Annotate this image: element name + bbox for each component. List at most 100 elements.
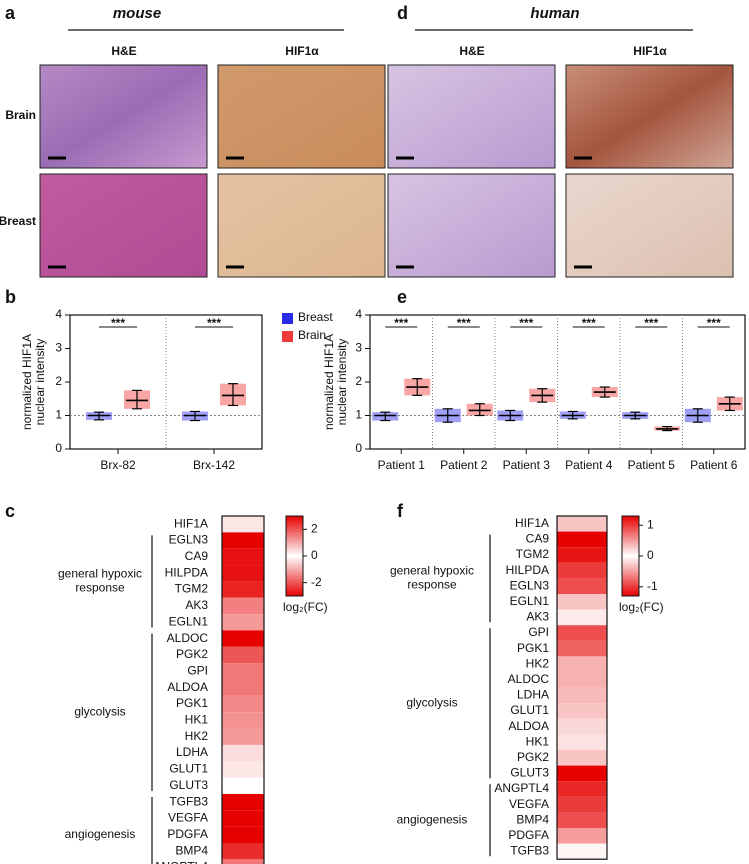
colorbar <box>285 515 304 597</box>
micrograph <box>387 64 556 169</box>
x-tick-label: Brx-82 <box>100 458 136 472</box>
row-label: HIF1A <box>174 516 208 530</box>
legend-label: Brain <box>298 328 326 342</box>
panel-letter: d <box>397 3 408 23</box>
heatmap-cell <box>557 703 607 719</box>
y-axis-label: normalized HIF1A nuclear intensity <box>322 334 349 430</box>
x-tick-label: Patient 3 <box>503 458 551 472</box>
row-label: HK2 <box>185 729 209 743</box>
heatmap-cell <box>557 625 607 641</box>
y-tick-label: 2 <box>355 374 362 388</box>
heatmap-cell <box>222 597 264 615</box>
heatmap-cell <box>557 750 607 766</box>
heatmap-cell <box>222 695 264 713</box>
heatmap-cell <box>557 656 607 672</box>
group-label: general hypoxic <box>58 567 142 581</box>
group-label: glycolysis <box>74 704 125 718</box>
heatmap-cell <box>557 672 607 688</box>
heatmap-cell <box>557 781 607 797</box>
row-label: CA9 <box>526 532 550 546</box>
heatmap-cell <box>557 718 607 735</box>
heatmap-cell <box>222 712 264 729</box>
heatmap-cell <box>557 765 607 782</box>
x-tick-label: Patient 2 <box>440 458 488 472</box>
heatmap-cell <box>222 761 264 778</box>
significance: *** <box>457 316 471 330</box>
group-label: general hypoxic <box>390 564 474 578</box>
heatmap-cell <box>222 565 264 582</box>
colorbar-tick-label: 0 <box>647 548 654 562</box>
x-tick-label: Patient 1 <box>378 458 426 472</box>
micrograph <box>565 173 734 278</box>
legend-swatch <box>282 313 293 324</box>
row-label: HK2 <box>526 656 550 670</box>
row-label: GPI <box>528 625 549 639</box>
panel-letter: b <box>5 287 16 307</box>
heatmap-cell <box>557 843 607 860</box>
row-label: ALDOC <box>167 631 209 645</box>
row-label: VEGFA <box>168 811 208 825</box>
significance: *** <box>519 316 533 330</box>
micrograph <box>565 64 734 169</box>
y-tick-label: 2 <box>55 374 62 388</box>
row-label: HILPDA <box>506 563 549 577</box>
x-tick-label: Patient 5 <box>628 458 676 472</box>
row-label: EGLN3 <box>510 578 550 592</box>
group-label: angiogenesis <box>65 827 136 841</box>
row-label: TGFB3 <box>510 844 549 858</box>
group-label: response <box>75 581 125 595</box>
colorbar-tick-label: 0 <box>311 548 318 562</box>
micrograph <box>39 173 208 278</box>
y-tick-label: 3 <box>355 341 362 355</box>
heatmap-cell <box>222 663 264 680</box>
micrograph <box>217 173 386 278</box>
row-label: PGK2 <box>517 750 549 764</box>
colorbar-tick-label: 1 <box>647 517 654 531</box>
heatmap-cell <box>222 826 264 843</box>
heatmap-cell <box>557 687 607 704</box>
y-tick-label: 4 <box>355 307 362 321</box>
heatmap-cell <box>557 594 607 610</box>
colorbar-label: log₂(FC) <box>619 600 664 614</box>
panel-letter: c <box>5 501 15 521</box>
row-label: PDGFA <box>167 827 208 841</box>
row-label: PGK1 <box>517 641 549 655</box>
row-label: ANGPTL4 <box>494 781 549 795</box>
panel-title: human <box>530 5 579 22</box>
heatmap-cell <box>557 640 607 657</box>
heatmap-cell <box>222 843 264 860</box>
row-label: TGFB3 <box>169 794 208 808</box>
row-label: Breast <box>0 214 36 228</box>
y-axis-label-line: normalized HIF1A <box>20 334 34 430</box>
heatmap-frame <box>556 515 608 860</box>
row-label: PDGFA <box>508 828 549 842</box>
x-tick-label: Brx-142 <box>193 458 235 472</box>
heatmap-cell <box>557 547 607 563</box>
heatmap-cell <box>222 548 264 566</box>
column-header: HIF1α <box>285 44 319 58</box>
heatmap-cell <box>222 728 264 745</box>
heatmap-cell <box>222 859 264 864</box>
heatmap-cell <box>557 828 607 844</box>
group-label: angiogenesis <box>397 812 468 826</box>
heatmap-cell <box>222 630 264 647</box>
micrograph <box>387 173 556 278</box>
row-label: EGLN1 <box>169 614 209 628</box>
colorbar-label: log₂(FC) <box>283 600 328 614</box>
row-label: LDHA <box>176 745 208 759</box>
heatmap-cell <box>557 516 607 532</box>
row-label: ALDOA <box>508 719 549 733</box>
heatmap-cell <box>557 578 607 594</box>
heatmap-cell <box>222 793 264 811</box>
group-label: glycolysis <box>406 695 457 709</box>
row-label: TGM2 <box>175 582 209 596</box>
row-label: EGLN1 <box>510 594 550 608</box>
row-label: HILPDA <box>165 565 208 579</box>
column-header: H&E <box>111 44 136 58</box>
column-header: HIF1α <box>633 44 667 58</box>
column-header: H&E <box>459 44 484 58</box>
heatmap-cell <box>222 744 264 762</box>
row-label: HK1 <box>185 713 209 727</box>
row-label: VEGFA <box>509 797 549 811</box>
